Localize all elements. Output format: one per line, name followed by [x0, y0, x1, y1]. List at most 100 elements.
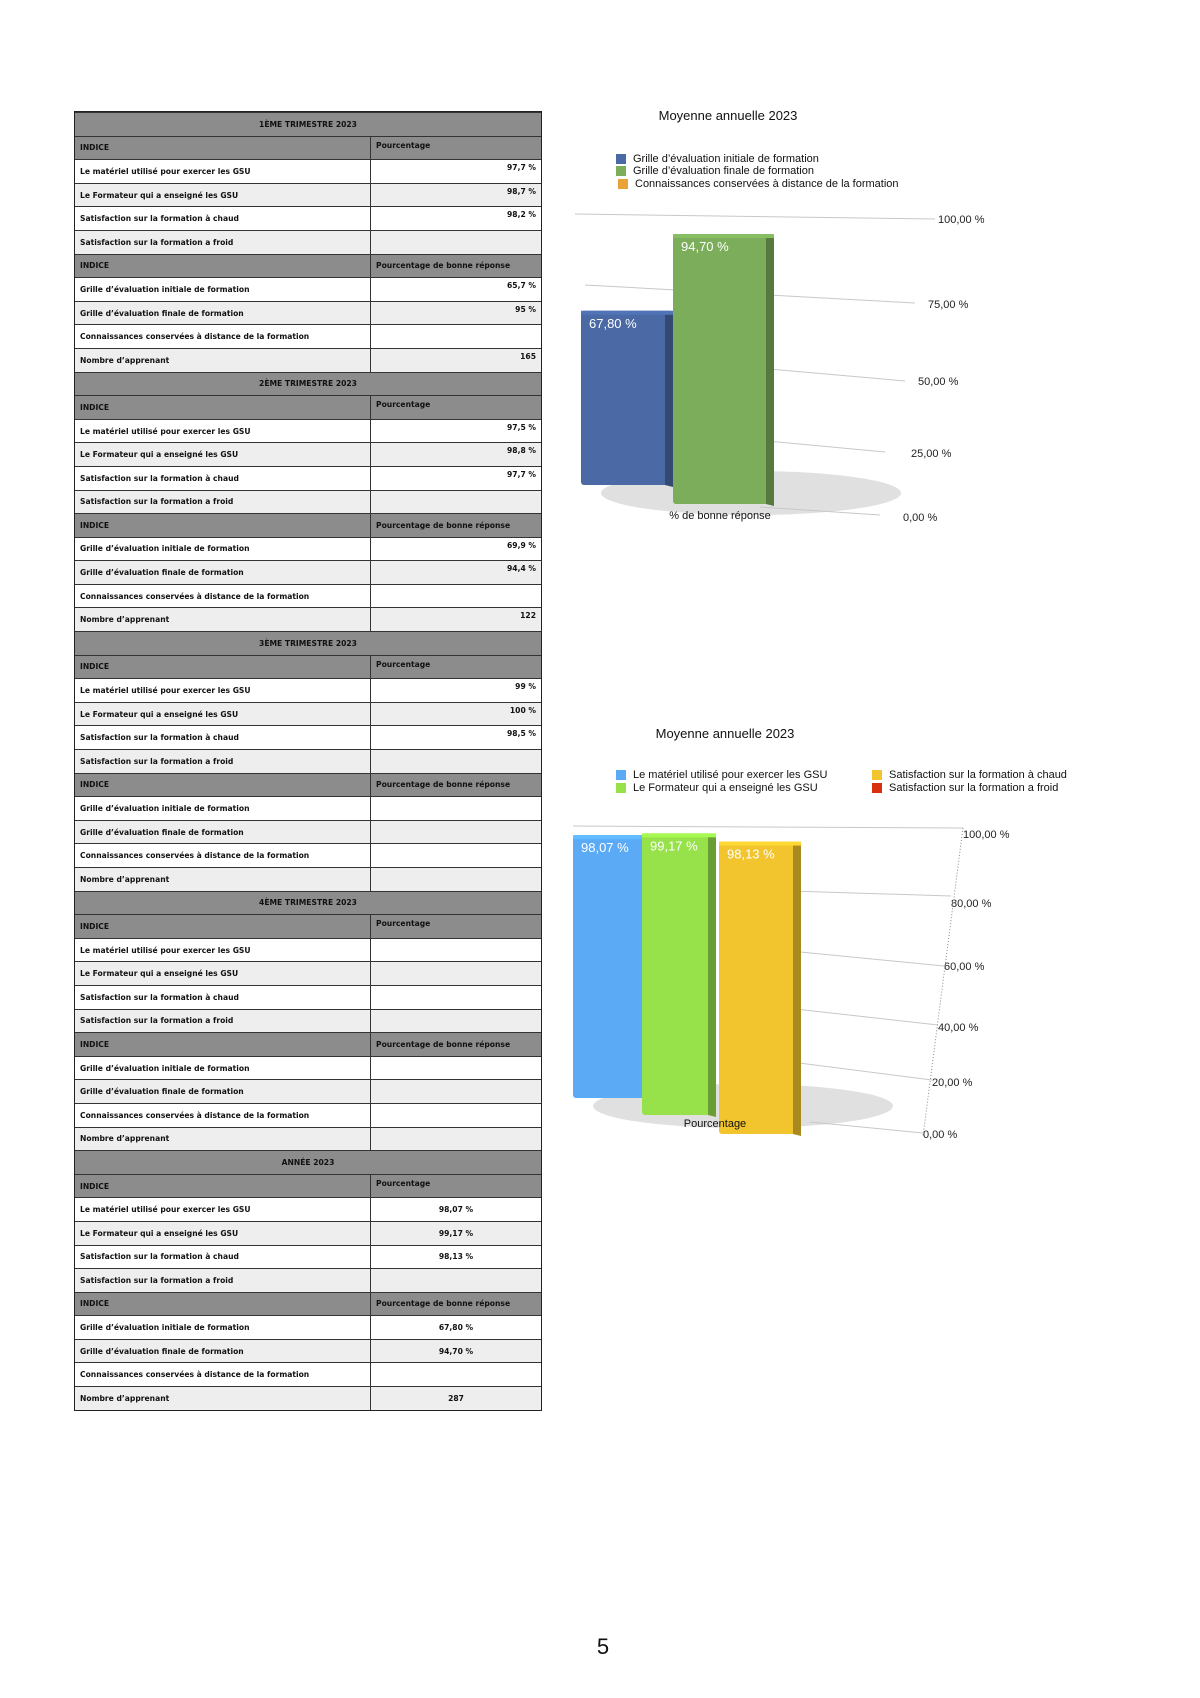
column-header-row: INDICE Pourcentage [75, 1173, 541, 1198]
indicator-label: Satisfaction sur la formation à chaud [75, 207, 371, 230]
indicator-label: Grille d’évaluation initiale de formatio… [75, 278, 371, 301]
indicator-label: Nombre d’apprenant [75, 348, 371, 372]
indicator-label: Nombre d’apprenant [75, 1387, 371, 1410]
column-header-row: INDICE Pourcentage [75, 914, 541, 938]
value-header: Pourcentage de bonne réponse [376, 261, 511, 271]
indicator-label: Le Formateur qui a enseigné les GSU [75, 183, 371, 207]
column-header-row: INDICE Pourcentage de bonne réponse [75, 513, 541, 537]
y-tick-label: 40,00 % [938, 1022, 979, 1034]
y-tick-label: 20,00 % [932, 1077, 973, 1089]
table-row: Le Formateur qui a enseigné les GSU 100 % [75, 701, 541, 726]
table-row: Grille d’évaluation finale de formation 9… [75, 300, 541, 325]
indicator-label: Connaissances conservées à distance de l… [75, 1363, 371, 1387]
bar-side [665, 310, 673, 487]
table-row: Grille d’évaluation initiale de formatio… [75, 277, 541, 301]
indicator-label: Connaissances conservées à distance de l… [75, 844, 371, 867]
section-title: 3ÈME TRIMESTRE 2023 [75, 631, 541, 655]
value-header: Pourcentage de bonne réponse [376, 780, 511, 790]
bar-side [766, 234, 774, 507]
legend-swatch [616, 154, 626, 164]
bar [581, 310, 673, 485]
bar-data-label: 99,17 % [650, 838, 698, 853]
indicator-label: Le Formateur qui a enseigné les GSU [75, 702, 371, 726]
indice-header: INDICE [75, 1174, 371, 1198]
value-header: Pourcentage [376, 140, 431, 150]
indicator-label: Satisfaction sur la formation a froid [75, 490, 371, 514]
column-header-row: INDICE Pourcentage de bonne réponse [75, 772, 541, 797]
legend-label: Grille d’évaluation initiale de formatio… [633, 153, 819, 165]
legend-swatch [618, 179, 628, 189]
value-header: Pourcentage [376, 400, 431, 410]
indicator-value: 287 [448, 1393, 464, 1403]
indicator-label: Le matériel utilisé pour exercer les GSU [75, 160, 371, 183]
indicator-label: Satisfaction sur la formation a froid [75, 750, 371, 773]
column-header-row: INDICE Pourcentage [75, 395, 541, 419]
indicator-label: Nombre d’apprenant [75, 1127, 371, 1151]
y-tick-label: 50,00 % [918, 376, 959, 388]
y-tick-label: 60,00 % [944, 961, 985, 973]
indicator-value: 67,80 % [438, 1323, 474, 1333]
column-header-row: INDICE Pourcentage [75, 135, 541, 160]
legend-item: Connaissances conservées à distance de l… [618, 178, 899, 190]
indicator-value: 98,13 % [438, 1252, 474, 1262]
table-row: Le Formateur qui a enseigné les GSU [75, 961, 541, 985]
legend-item: Le matériel utilisé pour exercer les GSU [616, 769, 827, 781]
indice-header: INDICE [75, 1033, 371, 1056]
value-header: Pourcentage de bonne réponse [376, 520, 511, 530]
indicator-label: Satisfaction sur la formation a froid [75, 1009, 371, 1033]
indicator-value: 100 % [509, 705, 536, 715]
indicator-label: Grille d’évaluation finale de formation [75, 820, 371, 844]
indicator-label: Le Formateur qui a enseigné les GSU [75, 1221, 371, 1245]
table-row: Grille d’évaluation initiale de formatio… [75, 1315, 541, 1339]
legend-swatch [872, 770, 882, 780]
column-header-row: INDICE Pourcentage [75, 654, 541, 679]
legend-swatch [616, 770, 626, 780]
gridline [809, 1121, 924, 1134]
indicator-label: Grille d’évaluation initiale de formatio… [75, 1316, 371, 1339]
column-header-row: INDICE Pourcentage de bonne réponse [75, 253, 541, 278]
indicator-value: 98,2 % [507, 210, 536, 220]
bar-top [573, 835, 652, 840]
gridline [759, 506, 881, 516]
indicator-label: Le Formateur qui a enseigné les GSU [75, 962, 371, 985]
indicator-value: 122 [520, 611, 536, 621]
indice-header: INDICE [75, 1292, 371, 1316]
indicator-value: 65,7 % [507, 281, 536, 291]
table-row: Grille d’évaluation finale de formation 9… [75, 560, 541, 584]
indice-header: INDICE [75, 915, 371, 938]
indicator-label: Satisfaction sur la formation à chaud [75, 466, 371, 490]
y-tick-label: 0,00 % [903, 512, 937, 524]
indicator-value: 94,4 % [507, 564, 536, 574]
y-tick-label: 75,00 % [928, 299, 969, 311]
indicator-label: Connaissances conservées à distance de l… [75, 584, 371, 608]
value-header: Pourcentage [376, 659, 431, 669]
table-row: Nombre d’apprenant [75, 1126, 541, 1151]
table-row: Le matériel utilisé pour exercer les GSU… [75, 1197, 541, 1221]
section-title: 4ÈME TRIMESTRE 2023 [75, 890, 541, 915]
axis-line [922, 827, 964, 1137]
indicator-value: 98,7 % [507, 186, 536, 196]
bar-data-label: 94,70 % [681, 239, 729, 254]
bar-data-label: 67,80 % [589, 316, 637, 331]
x-category-label: Pourcentage [684, 1118, 746, 1130]
table-row: Nombre d’apprenant 165 [75, 347, 541, 372]
page-number: 5 [596, 1634, 610, 1659]
indice-header: INDICE [75, 254, 371, 278]
chart2-title: Moyenne annuelle 2023 [655, 726, 795, 741]
bar [719, 841, 801, 1134]
column-header-row: INDICE Pourcentage de bonne réponse [75, 1032, 541, 1056]
indicator-label: Le matériel utilisé pour exercer les GSU [75, 419, 371, 443]
indicator-label: Connaissances conservées à distance de l… [75, 325, 371, 348]
bar [642, 833, 716, 1115]
indicator-value: 99 % [515, 682, 536, 692]
indicator-value: 99,17 % [438, 1228, 474, 1238]
table-row: Nombre d’apprenant 287 [75, 1386, 541, 1410]
table-row: Satisfaction sur la formation à chaud 98,… [75, 1244, 541, 1269]
indicator-label: Satisfaction sur la formation à chaud [75, 726, 371, 750]
bar-data-label: 98,13 % [727, 847, 775, 862]
legend-item: Le Formateur qui a enseigné les GSU [616, 782, 818, 794]
indice-header: INDICE [75, 396, 371, 419]
table-row: Satisfaction sur la formation a froid [75, 489, 541, 514]
table-row: Grille d’évaluation finale de formation [75, 819, 541, 844]
table-row: Grille d’évaluation finale de formation 9… [75, 1338, 541, 1363]
